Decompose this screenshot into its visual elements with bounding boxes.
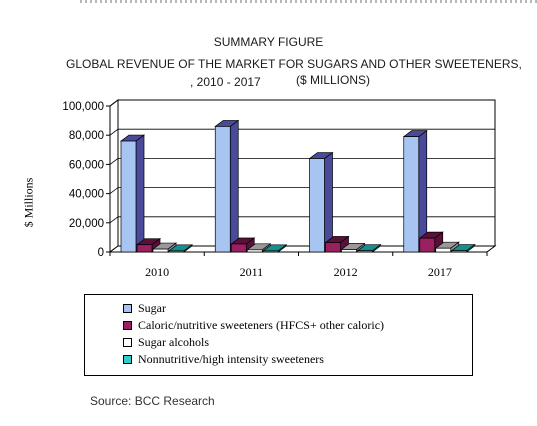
bar-sugar-alcohols-2017 — [435, 247, 452, 253]
bar-caloric-nutritive-sweeteners-hfcs-other-caloric-2011 — [230, 243, 247, 253]
chart-title-units: ($ MILLIONS) — [296, 73, 371, 87]
bar-sugar-2011-side — [229, 119, 239, 253]
bar-nonnutritive-high-intensity-sweeteners-2010 — [168, 250, 185, 253]
y-tick-label-40000: 40,000 — [69, 189, 104, 201]
legend-swatch-sugar — [123, 304, 132, 313]
gridline-40000 — [109, 187, 495, 194]
bar-sugar-2010-side — [135, 134, 145, 253]
bar-chart: 0 20,000 40,000 60,000 80,000 100,000 2010 2011… — [62, 99, 497, 279]
gridline-20000 — [109, 216, 495, 224]
legend-label-caloric: Caloric/nutritive sweeteners (HFCS+ othe… — [138, 318, 385, 332]
bar-caloric-nutritive-sweeteners-hfcs-other-caloric-2017 — [419, 237, 436, 253]
bar-nonnutritive-high-intensity-sweeteners-2011 — [262, 250, 279, 253]
plot-back-wall — [117, 99, 496, 247]
legend-item-caloric: Caloric/nutritive sweeteners (HFCS+ othe… — [123, 318, 384, 333]
gridline-80000 — [109, 128, 495, 136]
legend-swatch-sugar-alcohols — [123, 338, 132, 347]
bar-sugar-alcohols-2010 — [152, 248, 169, 253]
bar-caloric-nutritive-sweeteners-hfcs-other-caloric-2012 — [325, 242, 341, 253]
y-tick-label-20000: 20,000 — [69, 218, 104, 230]
y-tick-label-100000: 100,000 — [62, 101, 104, 113]
legend-item-sugar-alcohols: Sugar alcohols — [123, 335, 209, 350]
x-tick-label-2010: 2010 — [145, 265, 169, 279]
legend-label-sugar-alcohols: Sugar alcohols — [138, 335, 209, 349]
source-note: Source: BCC Research — [90, 394, 215, 408]
cropped-text-line — [80, 0, 537, 3]
y-tick-label-60000: 60,000 — [69, 159, 104, 171]
x-tick-label-2011: 2011 — [240, 265, 264, 279]
summary-label: SUMMARY FIGURE — [213, 35, 324, 49]
legend-label-nonnutritive: Nonnutritive/high intensity sweeteners — [138, 352, 324, 366]
bar-nonnutritive-high-intensity-sweeteners-2017 — [451, 250, 468, 253]
bar-caloric-nutritive-sweeteners-hfcs-other-caloric-2010 — [136, 244, 153, 253]
gridline-100000 — [109, 99, 495, 107]
legend-item-sugar: Sugar — [123, 301, 166, 316]
chart-title-line2: , 2010 - 2017 — [190, 75, 261, 89]
bar-nonnutritive-high-intensity-sweeteners-2012 — [357, 250, 373, 253]
legend-item-nonnutritive: Nonnutritive/high intensity sweeteners — [123, 352, 324, 367]
y-tick-label-80000: 80,000 — [69, 130, 104, 142]
gridline-60000 — [109, 157, 495, 165]
legend-swatch-nonnutritive — [123, 355, 132, 364]
bar-sugar-2010 — [120, 140, 137, 253]
y-tick-label-0: 0 — [98, 247, 104, 259]
chart-title-line1: GLOBAL REVENUE OF THE MARKET FOR SUGARS … — [66, 57, 522, 71]
bar-sugar-alcohols-2012 — [341, 249, 357, 253]
legend: Sugar Caloric/nutritive sweeteners (HFCS… — [84, 294, 473, 376]
legend-swatch-caloric — [123, 321, 132, 330]
bar-sugar-2011 — [214, 126, 231, 253]
x-tick-label-2012: 2012 — [334, 265, 358, 279]
legend-label-sugar: Sugar — [138, 301, 166, 315]
bar-sugar-2012 — [309, 158, 325, 253]
bar-sugar-alcohols-2011 — [246, 249, 263, 253]
bar-sugar-2012-side — [324, 151, 333, 253]
x-tick-label-2017: 2017 — [428, 265, 452, 279]
bar-sugar-2017 — [403, 136, 420, 253]
plot-side-wall — [109, 99, 119, 253]
